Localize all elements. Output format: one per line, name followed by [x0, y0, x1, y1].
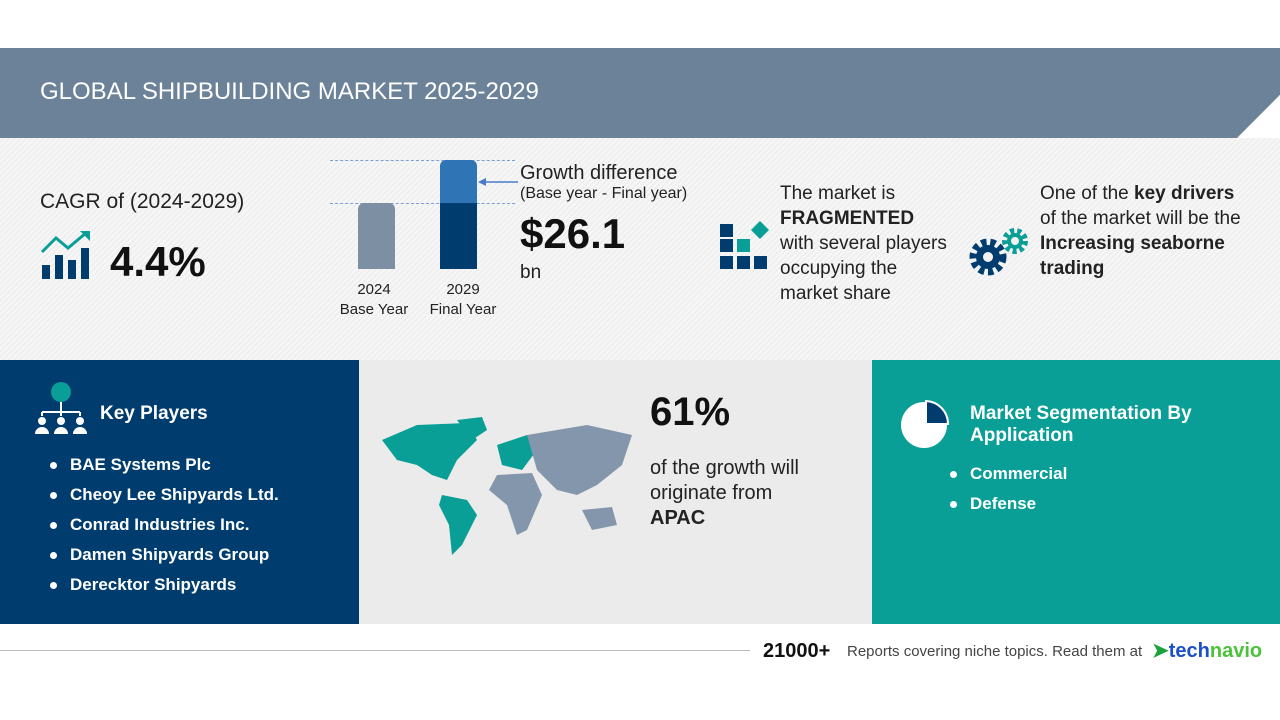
market-structure-text: The market is FRAGMENTED with several play…	[780, 183, 947, 304]
key-players-list: BAE Systems Plc Cheoy Lee Shipyards Ltd.…	[50, 455, 279, 605]
list-item: Cheoy Lee Shipyards Ltd.	[50, 485, 279, 515]
segmentation-panel: Market Segmentation By Application Comme…	[872, 360, 1280, 624]
arrow-icon	[478, 178, 518, 186]
list-item: Damen Shipyards Group	[50, 545, 279, 575]
list-item: BAE Systems Plc	[50, 455, 279, 485]
growth-chart-icon	[40, 231, 90, 279]
technavio-logo[interactable]: ➤technavio	[1152, 640, 1263, 662]
list-item: Derecktor Shipyards	[50, 575, 279, 605]
page-title: GLOBAL SHIPBUILDING MARKET 2025-2029	[40, 78, 539, 105]
footer-text: Reports covering niche topics. Read them…	[847, 643, 1143, 660]
summary-band	[0, 138, 1280, 360]
cagr-value: 4.4%	[110, 238, 206, 285]
cagr-label: CAGR of (2024-2029)	[40, 190, 245, 213]
world-map	[382, 417, 632, 555]
key-players-title: Key Players	[100, 403, 208, 424]
guide-line	[330, 160, 515, 161]
key-players-panel: Key Players BAE Systems Plc Cheoy Lee Sh…	[0, 360, 359, 624]
region-panel: 61% of the growth will originate from APA…	[359, 360, 872, 624]
key-driver-text: One of the key drivers of the market will…	[1040, 183, 1241, 279]
bar-final-year	[440, 160, 477, 269]
guide-line	[330, 203, 515, 204]
footer-divider	[0, 650, 750, 651]
bar-label-final: 2029 Final Year	[429, 281, 497, 318]
network-icon	[35, 382, 87, 434]
report-count: 21000+	[763, 640, 831, 662]
list-item: Defense	[950, 494, 1067, 524]
list-item: Commercial	[950, 464, 1067, 494]
region-share-value: 61%	[650, 390, 731, 434]
blocks-icon	[720, 221, 769, 269]
header-banner: GLOBAL SHIPBUILDING MARKET 2025-2029	[0, 48, 1280, 138]
segmentation-list: Commercial Defense	[950, 464, 1067, 524]
region-text: of the growth will originate from APAC	[650, 457, 799, 529]
segmentation-title: Market Segmentation By Application	[970, 403, 1192, 446]
growth-subtitle: (Base year - Final year)	[520, 185, 688, 202]
growth-value: $26.1	[520, 210, 626, 257]
growth-title: Growth difference	[520, 162, 678, 184]
bar-label-base: 2024 Base Year	[339, 281, 409, 318]
pie-chart-icon	[901, 400, 950, 448]
bar-base-year	[358, 203, 395, 269]
growth-unit: bn	[520, 262, 542, 283]
gears-icon	[969, 228, 1028, 276]
list-item: Conrad Industries Inc.	[50, 515, 279, 545]
